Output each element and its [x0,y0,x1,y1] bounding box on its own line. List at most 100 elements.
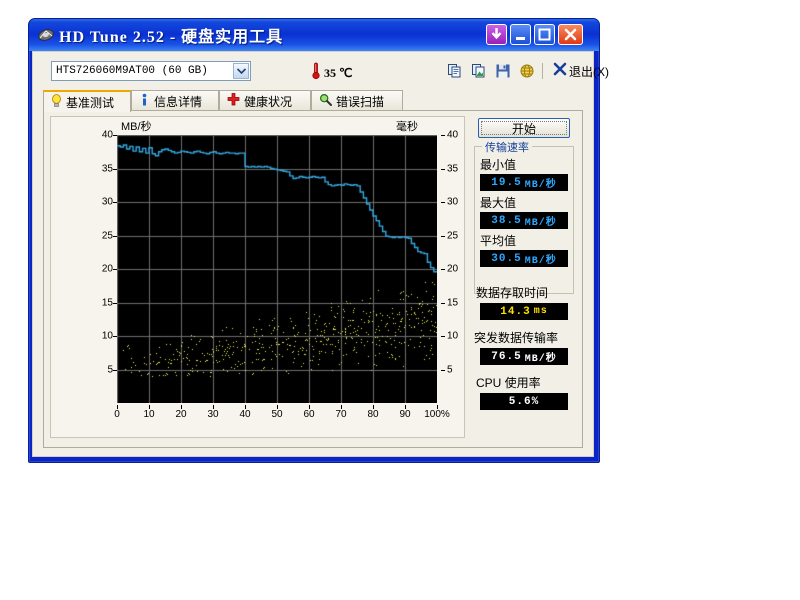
min-value: 19.5 [491,176,522,189]
chevron-down-icon[interactable] [233,63,249,79]
cpu-usage-label: CPU 使用率 [476,376,541,390]
y2-axis-label: 毫秒 [396,121,418,133]
maximize-button[interactable] [534,24,555,45]
access-time-display: 14.3 ms [480,303,568,320]
max-label: 最大值 [480,196,517,210]
x-tick-label: 50 [271,409,283,420]
x-tick-label: 90 [399,409,411,420]
avg-unit: MB/秒 [524,255,557,267]
burst-rate-label: 突发数据传输率 [474,331,559,345]
y-tick-label: 10 [101,330,113,342]
x-tick-mark [341,405,342,409]
y2-tick-label: 15 [447,297,459,308]
copy-image-icon[interactable] [469,61,489,81]
exit-label: 退出(X) [569,65,609,79]
x-tick-mark [117,405,118,409]
y-tick-mark [113,302,117,304]
max-value: 38.5 [491,214,522,227]
tab-benchmark-label: 基准测试 [66,95,115,110]
x-tick-label: 10 [143,409,155,420]
temperature-value: 35 ℃ [324,66,353,80]
y2-axis-ticks: 5 10 15 20 25 30 35 40 [441,130,467,403]
access-time-value: 14.3 [500,305,531,318]
x-tick-label: 70 [335,409,347,420]
y2-tick-label: 10 [447,330,459,342]
y-tick-label: 30 [101,196,113,208]
window-title: HD Tune 2.52 - 硬盘实用工具 [59,29,284,46]
burst-rate-unit: MB/秒 [524,353,557,365]
y2-tick-mark [441,202,445,203]
access-time-unit: ms [533,306,548,317]
x-tick-label: 30 [207,409,219,420]
tab-benchmark[interactable]: 基准测试 [43,90,131,112]
plot-area [117,135,437,403]
drive-select-value: HTS726060M9AT00 (60 GB) [56,65,208,77]
client-area: HTS726060M9AT00 (60 GB) 35 ℃ [32,51,609,457]
red-cross-icon [227,93,240,109]
y2-tick-mark [441,235,445,237]
transfer-rate-group-label: 传输速率 [482,139,532,155]
tab-errorscan[interactable]: 错误扫描 [311,90,403,111]
y2-tick-label: 30 [447,196,459,208]
y2-tick-label: 5 [447,364,453,375]
y-tick-label: 20 [101,263,113,275]
avg-value-display: 30.5 MB/秒 [480,250,568,267]
y-tick-label: 35 [101,163,113,174]
benchmark-panel: MB/秒 毫秒 5 10 15 20 25 30 35 40 5 10 15 20 25 30 35 40 … [43,111,583,448]
max-value-display: 38.5 MB/秒 [480,212,568,229]
copy-icon[interactable] [445,61,465,81]
tab-strip: 基准测试 信息详情 健康状况 错误扫描 [43,90,583,112]
y-axis-ticks: 5 10 15 20 25 30 35 40 [89,130,117,403]
y-tick-mark [113,336,117,337]
minimize-to-tray-button[interactable] [486,24,507,45]
save-icon[interactable] [493,61,513,81]
minimize-button[interactable] [510,24,531,45]
globe-icon[interactable] [517,61,537,81]
toolbar-separator [542,63,543,79]
start-button-label: 开始 [511,121,536,136]
title-bar: HD Tune 2.52 - 硬盘实用工具 [29,19,599,51]
x-tick-label: 100% [424,409,450,420]
min-unit: MB/秒 [524,179,557,191]
x-tick-mark [373,405,374,409]
hdtune-window: HD Tune 2.52 - 硬盘实用工具 HTS726060M9AT00 (6… [28,18,609,463]
y2-tick-mark [441,168,445,170]
x-tick-mark [405,405,406,409]
start-button[interactable]: 开始 [478,118,570,138]
y2-tick-mark [441,302,445,304]
hdtune-app-icon [37,26,55,44]
magnifier-icon [319,93,332,109]
x-tick-label: 80 [367,409,379,420]
tab-info[interactable]: 信息详情 [131,90,219,111]
x-tick-mark [213,405,214,409]
x-tick-label: 20 [175,409,187,420]
toolbar: HTS726060M9AT00 (60 GB) 35 ℃ [39,58,609,88]
x-tick-mark [309,405,310,409]
y-tick-label: 25 [101,230,113,241]
y-tick-mark [113,369,117,371]
tab-health-label: 健康状况 [244,94,293,109]
y2-tick-label: 25 [447,230,459,241]
y2-tick-mark [441,135,445,136]
access-time-label: 数据存取时间 [476,286,549,300]
tab-health[interactable]: 健康状况 [219,90,311,111]
y-tick-mark [113,202,117,203]
x-tick-label: 60 [303,409,315,420]
tab-info-label: 信息详情 [154,94,203,109]
max-unit: MB/秒 [524,217,557,229]
lightbulb-icon [51,93,62,111]
tab-errorscan-label: 错误扫描 [336,94,385,109]
x-tick-mark [277,405,278,409]
exit-button[interactable]: 退出(X) [553,62,609,81]
y2-tick-mark [441,336,445,337]
y2-tick-mark [441,269,445,270]
y-tick-label: 40 [101,129,113,141]
x-tick-label: 0 [114,409,120,420]
avg-label: 平均值 [480,234,517,248]
y-tick-mark [113,168,117,170]
close-button[interactable] [558,24,583,45]
temperature-indicator: 35 ℃ [311,62,352,85]
y-tick-mark [113,269,117,270]
drive-select[interactable]: HTS726060M9AT00 (60 GB) [51,61,251,81]
y2-tick-label: 35 [447,163,459,174]
